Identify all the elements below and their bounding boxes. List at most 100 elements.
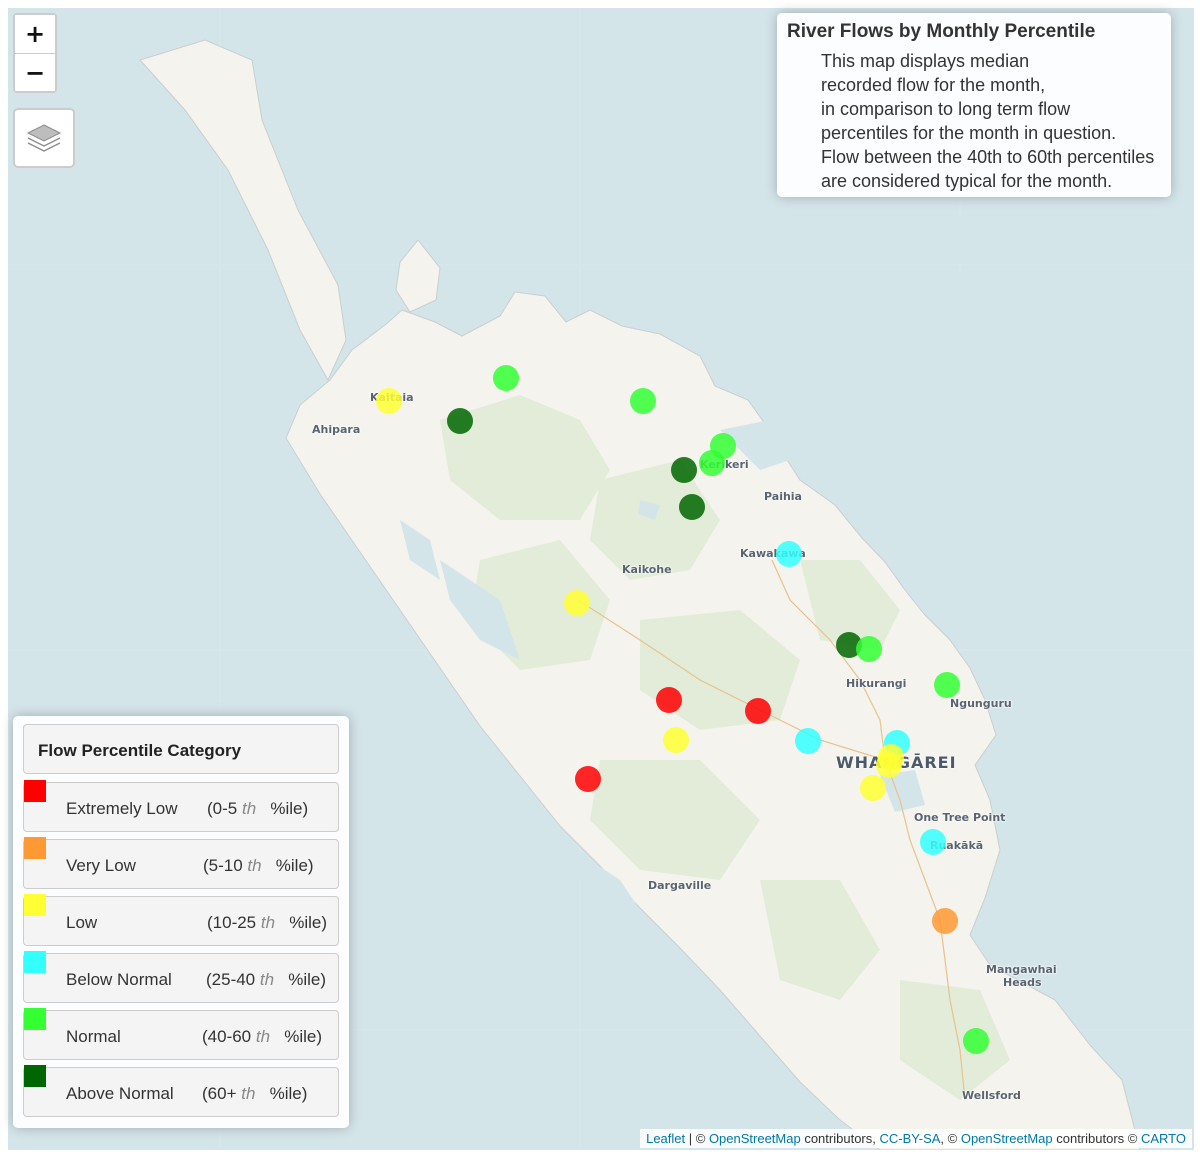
legend-item-extremely-low: Extremely Low (0-5 th %ile) bbox=[23, 780, 339, 832]
station-marker-low[interactable] bbox=[376, 388, 402, 414]
legend-panel: Flow Percentile Category Extremely Low (0… bbox=[13, 716, 349, 1128]
info-line: Flow between the 40th to 60th percentile… bbox=[821, 147, 1155, 167]
station-marker-normal[interactable] bbox=[856, 636, 882, 662]
range-end: %ile) bbox=[289, 913, 328, 932]
station-marker-normal[interactable] bbox=[934, 672, 960, 698]
range-end: %ile) bbox=[284, 1027, 323, 1046]
range-end: %ile) bbox=[275, 856, 314, 875]
legend-range: (40-60 th %ile) bbox=[202, 1027, 322, 1047]
range-suffix: th bbox=[247, 856, 262, 875]
station-marker-normal[interactable] bbox=[699, 450, 725, 476]
legend-swatch bbox=[24, 780, 46, 802]
info-description: This map displays median recorded flow f… bbox=[821, 49, 1154, 193]
legend-item-very-low: Very Low (5-10 th %ile) bbox=[23, 837, 339, 889]
legend-swatch bbox=[24, 894, 46, 916]
place-label: Paihia bbox=[764, 490, 802, 503]
attribution-text: contributors, bbox=[800, 1131, 880, 1146]
range-start: (10-25 bbox=[207, 913, 257, 932]
station-marker-very-low[interactable] bbox=[932, 908, 958, 934]
place-label: Mangawhai bbox=[986, 963, 1057, 976]
legend-label: Low bbox=[66, 913, 98, 932]
legend-range: (10-25 th %ile) bbox=[207, 913, 327, 933]
legend-item-above-normal: Above Normal (60+ th %ile) bbox=[23, 1065, 339, 1117]
zoom-in-button[interactable]: + bbox=[15, 15, 55, 53]
legend-label: Extremely Low bbox=[66, 799, 178, 818]
range-end: %ile) bbox=[270, 799, 309, 818]
leaflet-link[interactable]: Leaflet bbox=[646, 1131, 686, 1146]
carto-link[interactable]: CARTO bbox=[1140, 1131, 1186, 1146]
station-marker-below-normal[interactable] bbox=[776, 541, 802, 567]
station-marker-normal[interactable] bbox=[963, 1028, 989, 1054]
range-suffix: th bbox=[255, 1027, 271, 1046]
legend-swatch bbox=[24, 837, 46, 859]
map-attribution: Leaflet | © OpenStreetMap contributors, … bbox=[640, 1129, 1192, 1148]
info-line: recorded flow for the month, bbox=[821, 75, 1046, 95]
range-start: (0-5 bbox=[207, 799, 238, 818]
station-marker-above-normal[interactable] bbox=[447, 408, 473, 434]
range-start: (25-40 bbox=[206, 970, 256, 989]
legend-label: Very Low bbox=[66, 856, 136, 875]
legend-range: (25-40 th %ile) bbox=[206, 970, 326, 990]
place-label: Heads bbox=[1003, 976, 1042, 989]
info-line: in comparison to long term flow bbox=[821, 99, 1071, 119]
zoom-out-button[interactable]: − bbox=[15, 53, 55, 91]
legend-range: (60+ th %ile) bbox=[202, 1084, 307, 1104]
attribution-text: , © bbox=[940, 1131, 961, 1146]
layers-control-button[interactable] bbox=[13, 108, 75, 168]
station-marker-low[interactable] bbox=[876, 752, 902, 778]
legend-item-low: Low (10-25 th %ile) bbox=[23, 894, 339, 946]
info-panel: River Flows by Monthly Percentile This m… bbox=[777, 13, 1171, 197]
station-marker-above-normal[interactable] bbox=[679, 494, 705, 520]
station-marker-normal[interactable] bbox=[630, 388, 656, 414]
legend-label: Above Normal bbox=[66, 1084, 174, 1103]
info-line: percentiles for the month in question. bbox=[821, 123, 1117, 143]
station-marker-extremely-low[interactable] bbox=[656, 687, 682, 713]
station-marker-below-normal[interactable] bbox=[920, 829, 946, 855]
legend-swatch bbox=[24, 1065, 46, 1087]
range-suffix: th bbox=[260, 913, 276, 932]
station-marker-low[interactable] bbox=[663, 727, 689, 753]
range-end: %ile) bbox=[288, 970, 327, 989]
osm-link[interactable]: OpenStreetMap bbox=[960, 1131, 1053, 1146]
station-marker-extremely-low[interactable] bbox=[745, 698, 771, 724]
legend-range: (5-10 th %ile) bbox=[203, 856, 314, 876]
station-marker-below-normal[interactable] bbox=[795, 728, 821, 754]
range-suffix: th bbox=[241, 799, 257, 818]
layers-icon bbox=[26, 124, 62, 152]
station-marker-low[interactable] bbox=[860, 775, 886, 801]
range-suffix: th bbox=[241, 1084, 256, 1103]
range-suffix: th bbox=[259, 970, 275, 989]
legend-label: Normal bbox=[66, 1027, 121, 1046]
legend-item-normal: Normal (40-60 th %ile) bbox=[23, 1008, 339, 1060]
info-title: River Flows by Monthly Percentile bbox=[787, 21, 1096, 42]
attribution-text: contributors © bbox=[1052, 1131, 1141, 1146]
place-label: Kaikohe bbox=[622, 563, 672, 576]
range-start: (40-60 bbox=[202, 1027, 252, 1046]
legend-swatch bbox=[24, 1008, 46, 1030]
attribution-text: | © bbox=[685, 1131, 709, 1146]
place-label: Hikurangi bbox=[846, 677, 907, 690]
station-marker-normal[interactable] bbox=[493, 365, 519, 391]
cc-by-sa-link[interactable]: CC-BY-SA bbox=[879, 1131, 941, 1146]
osm-link[interactable]: OpenStreetMap bbox=[708, 1131, 801, 1146]
place-label: One Tree Point bbox=[914, 811, 1006, 824]
station-marker-low[interactable] bbox=[564, 590, 590, 616]
info-line: This map displays median bbox=[821, 51, 1030, 71]
station-marker-above-normal[interactable] bbox=[671, 457, 697, 483]
legend-label: Below Normal bbox=[66, 970, 172, 989]
info-line: are considered typical for the month. bbox=[821, 171, 1113, 191]
legend-swatch bbox=[24, 951, 46, 973]
zoom-control: + − bbox=[13, 13, 57, 93]
legend-range: (0-5 th %ile) bbox=[207, 799, 308, 819]
place-label: Wellsford bbox=[962, 1089, 1021, 1102]
place-label: Ngunguru bbox=[950, 697, 1012, 710]
legend-title: Flow Percentile Category bbox=[23, 724, 339, 774]
place-label: Ahipara bbox=[312, 423, 361, 436]
range-start: (5-10 bbox=[203, 856, 243, 875]
range-start: (60+ bbox=[202, 1084, 237, 1103]
station-marker-extremely-low[interactable] bbox=[575, 766, 601, 792]
place-label: Dargaville bbox=[648, 879, 712, 892]
map-canvas[interactable]: KaitaiaAhiparaKerikeriPaihiaKawakawaKaik… bbox=[8, 8, 1194, 1150]
legend-item-below-normal: Below Normal (25-40 th %ile) bbox=[23, 951, 339, 1003]
range-end: %ile) bbox=[269, 1084, 308, 1103]
